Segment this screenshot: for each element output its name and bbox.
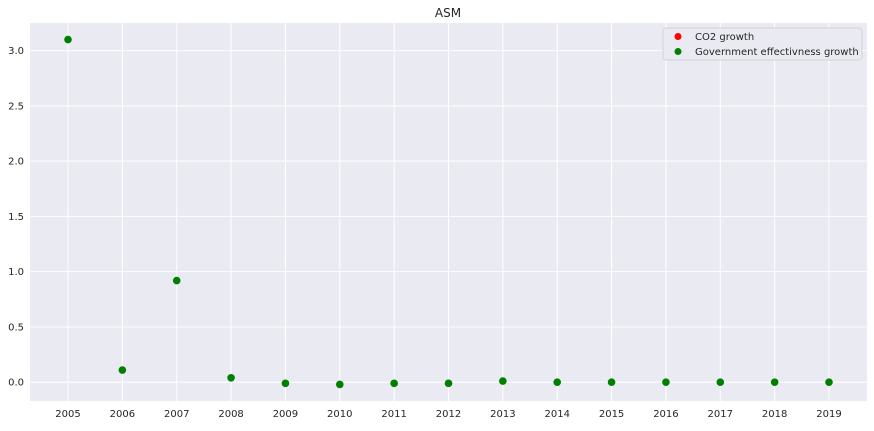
- government-effectiveness-point: [390, 379, 398, 388]
- y-tick-label: 3.0: [8, 46, 24, 57]
- government-effectiveness-point: [499, 377, 507, 385]
- government-effectiveness-point: [172, 276, 181, 285]
- government-effectiveness-point: [716, 378, 725, 387]
- y-axis-ticks: 0.0 0.5 1.0 1.5 2.0 2.5 3.0: [8, 46, 24, 389]
- y-tick-label: 1.5: [8, 212, 24, 223]
- government-effectiveness-point: [770, 378, 779, 387]
- government-effectiveness-point: [607, 378, 616, 387]
- government-effectiveness-point: [444, 379, 453, 388]
- x-tick-label: 2012: [436, 409, 461, 420]
- government-effectiveness-point: [118, 366, 127, 374]
- x-tick-label: 2014: [544, 409, 569, 420]
- x-tick-label: 2016: [653, 409, 678, 420]
- government-effectiveness-point: [64, 35, 72, 44]
- legend-box: [662, 27, 863, 61]
- government-effectiveness-point: [662, 378, 670, 387]
- y-tick-label: 0.5: [8, 322, 24, 333]
- x-tick-label: 2018: [762, 409, 787, 420]
- x-tick-label: 2013: [490, 409, 515, 420]
- x-axis-ticks: 2005 2006 2007 2008 2009 2010 2011 2012 2013 2014…: [55, 409, 841, 420]
- y-tick-label: 0.0: [8, 378, 24, 389]
- x-tick-label: 2008: [218, 409, 243, 420]
- x-tick-label: 2019: [816, 409, 841, 420]
- y-tick-label: 1.0: [8, 267, 24, 278]
- x-tick-label: 2015: [599, 409, 624, 420]
- x-tick-label: 2010: [327, 409, 352, 420]
- government-effectiveness-point: [227, 373, 235, 382]
- x-tick-label: 2009: [273, 409, 298, 420]
- legend-label-government: Government effectivness growth: [695, 47, 859, 58]
- legend-marker-co2: [674, 33, 682, 40]
- x-tick-label: 2007: [164, 409, 189, 420]
- x-tick-label: 2005: [55, 409, 80, 420]
- legend-marker-government: [674, 48, 682, 55]
- government-effectiveness-point: [281, 379, 290, 388]
- legend-label-co2: CO2 growth: [695, 32, 754, 43]
- chart-title: ASM: [435, 6, 461, 20]
- legend: CO2 growth Government effectivness growt…: [662, 27, 863, 61]
- x-tick-label: 2017: [708, 409, 733, 420]
- data-points: [64, 35, 833, 389]
- y-tick-label: 2.5: [8, 101, 24, 112]
- grid-lines: [30, 23, 867, 401]
- x-tick-label: 2011: [381, 409, 406, 420]
- government-effectiveness-point: [825, 378, 833, 387]
- government-effectiveness-point: [335, 380, 344, 389]
- x-tick-label: 2006: [110, 409, 135, 420]
- y-tick-label: 2.0: [8, 157, 24, 168]
- government-effectiveness-point: [553, 378, 562, 387]
